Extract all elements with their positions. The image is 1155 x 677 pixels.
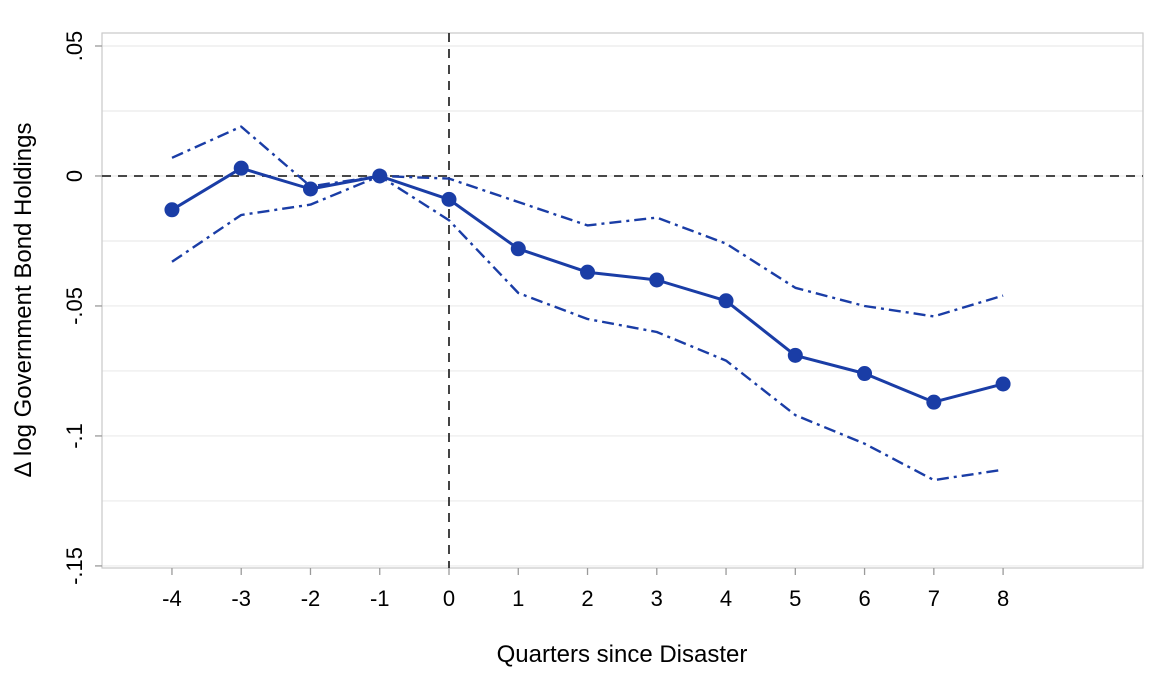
data-point-marker — [233, 160, 249, 176]
data-point-marker — [302, 181, 318, 197]
y-tick-label: -.15 — [62, 547, 87, 585]
data-point-marker — [926, 394, 942, 410]
x-tick-label: 4 — [720, 586, 732, 611]
x-tick-label: -2 — [301, 586, 321, 611]
data-point-marker — [441, 191, 457, 207]
y-tick-label: -.1 — [62, 423, 87, 449]
data-point-marker — [510, 241, 526, 257]
data-point-marker — [787, 347, 803, 363]
x-tick-label: -3 — [231, 586, 251, 611]
x-tick-label: 8 — [997, 586, 1009, 611]
plot-border — [101, 32, 1144, 569]
y-tick-label: 0 — [62, 170, 87, 182]
y-axis-title: Δ log Government Bond Holdings — [10, 122, 37, 478]
data-point-marker — [995, 376, 1011, 392]
ci-lower-line — [171, 174, 1004, 482]
x-axis-title: Quarters since Disaster — [496, 641, 748, 668]
x-tick-label: 7 — [928, 586, 940, 611]
ci-upper-line — [171, 125, 1004, 318]
x-tick-label: 3 — [651, 586, 663, 611]
x-tick-label: 5 — [789, 586, 801, 611]
data-point-marker — [580, 264, 596, 280]
data-point-marker — [649, 272, 665, 288]
x-tick-label: -4 — [162, 586, 182, 611]
x-tick-label: 6 — [858, 586, 870, 611]
data-point-marker — [718, 293, 734, 309]
x-tick-label: 0 — [443, 586, 455, 611]
data-point-marker — [164, 202, 180, 218]
y-tick-label: .05 — [62, 31, 87, 62]
y-tick-label: -.05 — [62, 287, 87, 325]
x-tick-label: -1 — [370, 586, 390, 611]
x-tick-label: 1 — [512, 586, 524, 611]
data-point-marker — [857, 366, 873, 382]
x-tick-label: 2 — [581, 586, 593, 611]
point-estimate-line — [171, 166, 1004, 404]
